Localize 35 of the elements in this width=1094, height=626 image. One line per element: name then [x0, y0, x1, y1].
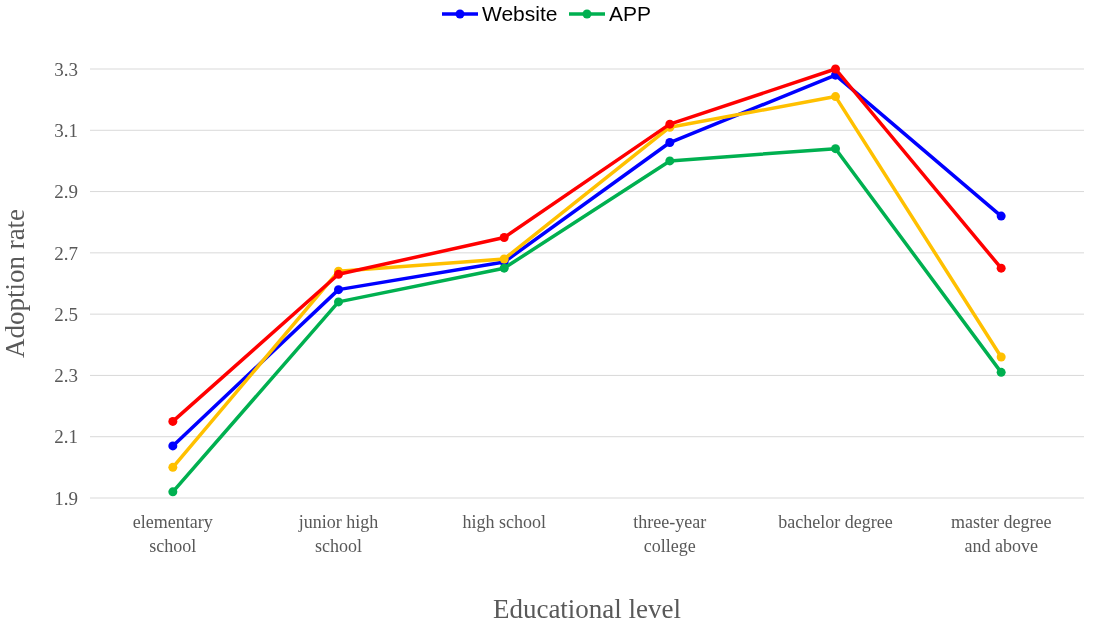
point	[168, 462, 178, 472]
point	[996, 352, 1006, 362]
point	[665, 156, 675, 166]
y-tick-label: 2.3	[54, 365, 78, 387]
y-tick-label: 3.1	[54, 119, 78, 141]
point	[499, 263, 509, 273]
y-axis-title: Adoption rate	[0, 208, 30, 359]
point	[996, 367, 1006, 377]
y-tick-label: 3.3	[54, 58, 78, 80]
y-tick-label: 2.1	[54, 426, 78, 448]
point	[831, 64, 840, 74]
x-tick-label: elementary school	[132, 512, 213, 556]
x-tick-label: three-year college	[633, 512, 707, 556]
point	[996, 263, 1006, 273]
legend-label: Website	[482, 2, 558, 26]
point	[499, 233, 509, 243]
legend-label: APP	[609, 2, 652, 26]
y-tick-label: 1.9	[54, 487, 78, 509]
y-tick-label: 2.5	[54, 303, 78, 325]
x-tick-label: bachelor degree	[778, 512, 893, 532]
point	[168, 487, 178, 497]
point	[996, 211, 1006, 221]
point	[168, 441, 178, 451]
point	[334, 285, 343, 295]
point	[831, 92, 840, 102]
point	[831, 144, 840, 154]
x-axis-title: Educational level	[492, 594, 682, 624]
point	[334, 297, 343, 307]
x-tick-label: junior high school	[297, 512, 379, 556]
y-tick-label: 2.7	[54, 242, 78, 264]
x-tick-label: high school	[462, 512, 546, 532]
point	[665, 138, 675, 148]
x-tick-label: master degree and above	[950, 512, 1052, 556]
y-tick-label: 2.9	[54, 181, 78, 203]
point	[168, 416, 178, 426]
